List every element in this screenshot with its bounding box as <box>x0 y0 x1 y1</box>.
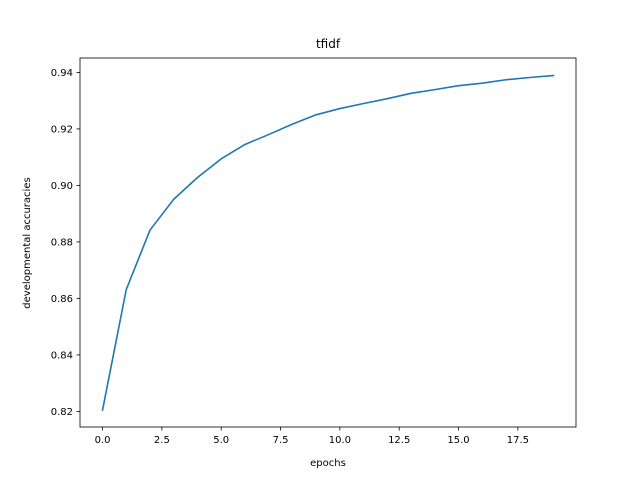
y-tick-label: 0.84 <box>51 351 73 362</box>
x-axis-label: epochs <box>310 458 346 469</box>
y-tick-label: 0.92 <box>51 125 73 136</box>
series-layer <box>101 74 555 411</box>
x-tick-label: 7.5 <box>273 435 289 446</box>
y-tick-label: 0.94 <box>51 68 73 79</box>
plot-area: 0.0 2.5 5.0 7.5 10.0 12.5 15.0 17.5 0.820.840.8… <box>51 57 577 446</box>
x-tick-label: 12.5 <box>388 435 410 446</box>
x-tick-label: 5.0 <box>213 435 229 446</box>
plot-frame <box>79 57 577 428</box>
y-axis-label: developmental accuracies <box>22 177 33 308</box>
x-tick-label: 2.5 <box>154 435 170 446</box>
y-tick-label: 0.86 <box>51 294 73 305</box>
x-tick-label: 0.0 <box>95 435 111 446</box>
series-line-tfidf <box>101 74 555 411</box>
x-tick-label: 15.0 <box>447 435 469 446</box>
y-tick-label: 0.88 <box>51 238 73 249</box>
y-tick-label: 0.90 <box>51 181 73 192</box>
x-tick-label: 10.0 <box>329 435 351 446</box>
chart-title: tfidf <box>316 37 341 51</box>
x-axis-ticks: 0.0 2.5 5.0 7.5 10.0 12.5 15.0 17.5 <box>95 427 529 446</box>
x-tick-label: 17.5 <box>507 435 529 446</box>
y-tick-label: 0.82 <box>51 407 73 418</box>
y-axis-ticks: 0.82 0.84 0.86 0.88 0.90 0.92 0.94 <box>51 68 80 418</box>
